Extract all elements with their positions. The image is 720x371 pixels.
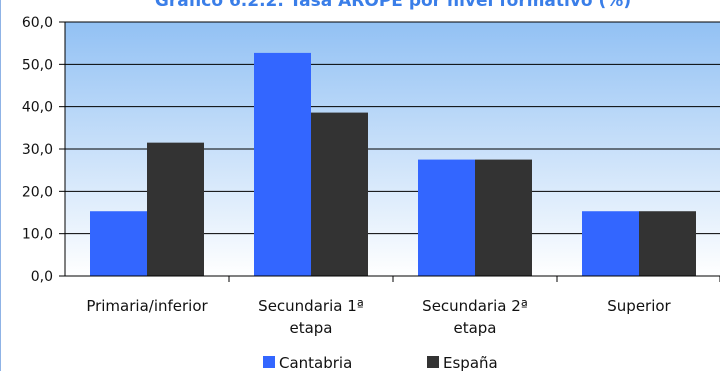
bar-espa-a-1 <box>311 112 368 277</box>
y-tick-label: 20,0 <box>22 184 53 200</box>
y-tick-label: 50,0 <box>22 57 53 73</box>
bar-espa-a-3 <box>639 211 696 276</box>
x-category-label: Superior <box>607 297 671 315</box>
chart-title: Gráfico 6.2.2. Tasa AROPE por nivel form… <box>154 0 632 11</box>
bar-cantabria-3 <box>582 211 639 276</box>
y-tick-label: 30,0 <box>22 142 53 158</box>
bar-espa-a-2 <box>475 159 532 276</box>
bar-espa-a-0 <box>147 142 204 276</box>
legend-label-0: Cantabria <box>279 354 352 371</box>
legend-swatch-1 <box>427 356 439 368</box>
legend-swatch-0 <box>263 356 275 368</box>
y-tick-label: 40,0 <box>22 100 53 116</box>
x-category-label: Secundaria 2ª etapa <box>422 297 528 337</box>
bar-cantabria-2 <box>418 159 475 276</box>
x-category-label: Primaria/inferior <box>86 297 208 315</box>
y-tick-label: 10,0 <box>22 227 53 243</box>
y-tick-label: 60,0 <box>22 15 53 31</box>
x-category-label: Secundaria 1ª etapa <box>258 297 364 337</box>
bar-cantabria-0 <box>90 211 147 276</box>
legend-label-1: España <box>443 354 498 371</box>
bar-cantabria-1 <box>254 52 311 276</box>
y-tick-label: 0,0 <box>31 269 53 285</box>
